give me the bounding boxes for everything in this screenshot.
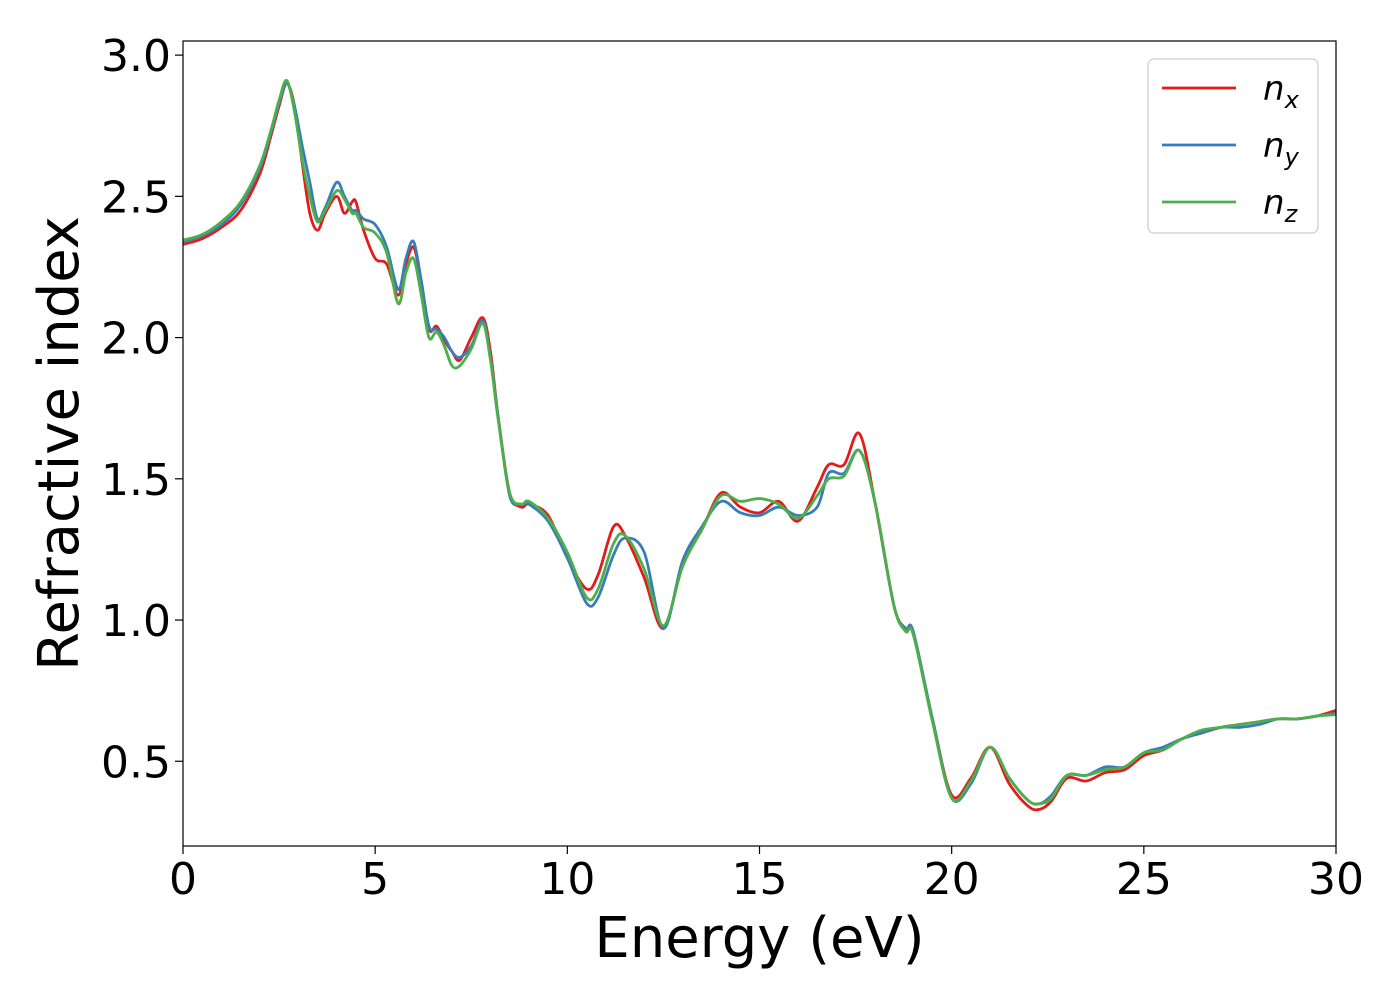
legend-entry-nz: nz [1263,183,1299,228]
x-tick-label: 30 [1308,854,1364,905]
legend-label: n [1263,69,1285,109]
y-tick-label: 1.0 [101,596,171,647]
x-axis-label: Energy (eV) [594,906,924,971]
y-axis-ticks: 0.5 1.0 1.5 2.0 2.5 3.0 [101,31,183,788]
y-tick-label: 2.5 [101,172,171,223]
y-tick-label: 2.0 [101,314,171,365]
series-line-nx [182,81,1337,812]
y-tick-label: 1.5 [101,455,171,506]
legend-entry-nx: nx [1263,69,1300,114]
legend-label: n [1263,126,1285,166]
legend-subscript: z [1284,200,1299,228]
y-tick-label: 3.0 [101,31,171,82]
x-tick-label: 10 [539,854,595,905]
x-tick-label: 25 [1116,854,1172,905]
series-lines [182,79,1337,812]
x-tick-label: 0 [169,854,197,905]
x-tick-label: 5 [361,854,389,905]
legend-label: n [1263,183,1285,223]
x-axis-ticks: 0 5 10 15 20 25 30 [169,846,1364,905]
y-tick-label: 0.5 [101,737,171,788]
x-tick-label: 20 [924,854,980,905]
y-axis-label: Refractive index [27,216,92,671]
legend-entry-ny: ny [1263,126,1300,171]
series-line-nz [182,79,1337,806]
legend-subscript: x [1284,86,1300,114]
x-tick-label: 15 [732,854,788,905]
legend-subscript: y [1284,143,1300,171]
